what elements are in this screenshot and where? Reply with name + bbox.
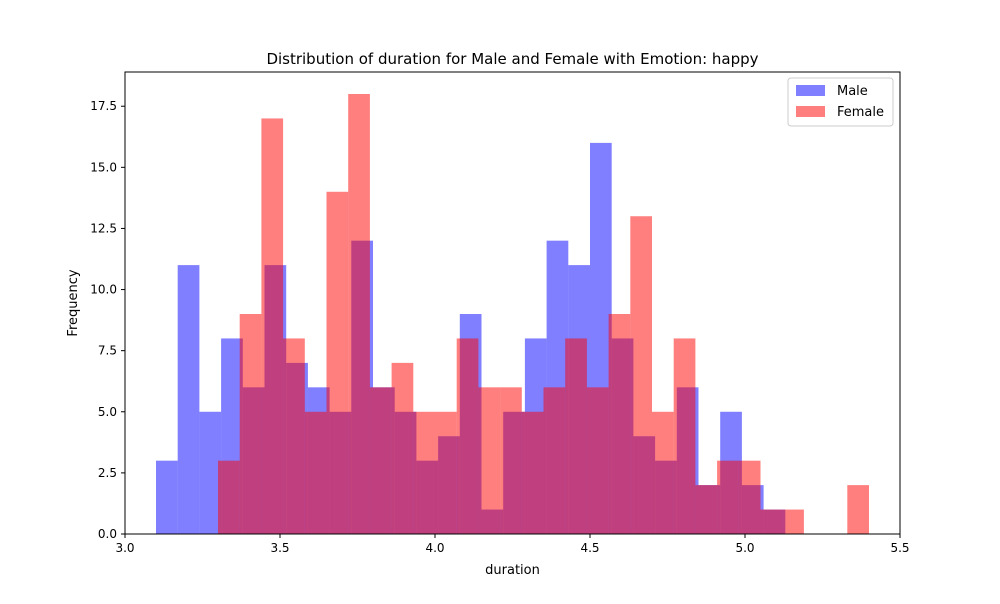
legend-label-male: Male	[837, 84, 868, 99]
female-bar	[543, 387, 566, 534]
female-bar	[326, 191, 349, 534]
female-bar	[673, 338, 696, 534]
y-tick-label: 2.5	[98, 466, 117, 480]
female-bar	[218, 460, 240, 534]
female-bar	[847, 485, 869, 534]
x-tick-label: 4.0	[425, 541, 444, 555]
x-tick-label: 5.0	[735, 541, 754, 555]
female-bar	[717, 460, 739, 534]
female-bar	[478, 387, 501, 534]
legend-label-female: Female	[837, 105, 884, 120]
y-tick-label: 5.0	[98, 405, 117, 419]
legend: Male Female	[787, 77, 894, 127]
y-tick-label: 0.0	[98, 527, 117, 541]
female-bar	[608, 314, 631, 534]
female-bar	[304, 411, 327, 534]
female-bar	[456, 338, 479, 534]
female-bar	[261, 118, 284, 534]
female-bar	[565, 338, 587, 534]
female-bar	[348, 94, 370, 534]
female-bars	[218, 94, 869, 534]
female-bar	[369, 387, 392, 534]
x-axis-label: duration	[485, 563, 540, 578]
x-tick-label: 3.5	[270, 541, 289, 555]
female-bar	[521, 411, 544, 534]
y-tick-label: 12.5	[90, 221, 117, 235]
female-bar	[782, 509, 804, 534]
female-bar	[283, 338, 305, 534]
y-tick-label: 10.0	[90, 283, 117, 297]
female-bar	[413, 411, 435, 534]
y-axis-label: Frequency	[66, 269, 81, 336]
female-bar	[500, 387, 522, 534]
y-tick-label: 17.5	[90, 99, 117, 113]
female-bar	[760, 509, 783, 534]
y-axis-ticks: 0.0 2.5 5.0 7.5 10.0 12.5 15.0 17.5	[90, 99, 125, 541]
x-axis-ticks: 3.0 3.5 4.0 4.5 5.0 5.5	[115, 534, 910, 555]
y-tick-label: 7.5	[98, 344, 117, 358]
female-bar	[738, 460, 761, 534]
y-tick-label: 15.0	[90, 160, 117, 174]
chart-title: Distribution of duration for Male and Fe…	[266, 50, 758, 68]
legend-swatch-female	[796, 106, 825, 117]
x-tick-label: 3.0	[115, 541, 134, 555]
male-bar	[156, 460, 178, 534]
female-bar	[391, 362, 414, 534]
female-bar	[652, 411, 674, 534]
female-bar	[435, 411, 457, 534]
legend-swatch-male	[796, 85, 825, 96]
x-tick-label: 4.5	[580, 541, 599, 555]
x-tick-label: 5.5	[890, 541, 909, 555]
male-bar	[199, 411, 222, 534]
female-bar	[586, 387, 609, 534]
female-bar	[239, 314, 262, 534]
female-bar	[695, 485, 718, 534]
female-bar	[630, 216, 652, 534]
male-bar	[177, 265, 200, 534]
plot-frame	[124, 71, 901, 535]
